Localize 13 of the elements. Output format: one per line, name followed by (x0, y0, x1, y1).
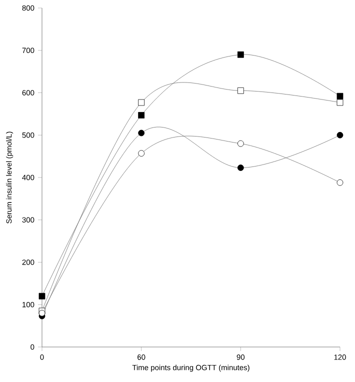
point (237, 140, 244, 147)
point (336, 179, 344, 186)
point (138, 112, 145, 118)
point (38, 292, 46, 300)
point (336, 132, 344, 138)
point (138, 150, 145, 157)
point (138, 99, 145, 106)
point (336, 99, 344, 106)
point (237, 87, 244, 94)
point (237, 51, 244, 58)
point (237, 164, 244, 171)
point (336, 92, 344, 100)
point (138, 130, 145, 136)
